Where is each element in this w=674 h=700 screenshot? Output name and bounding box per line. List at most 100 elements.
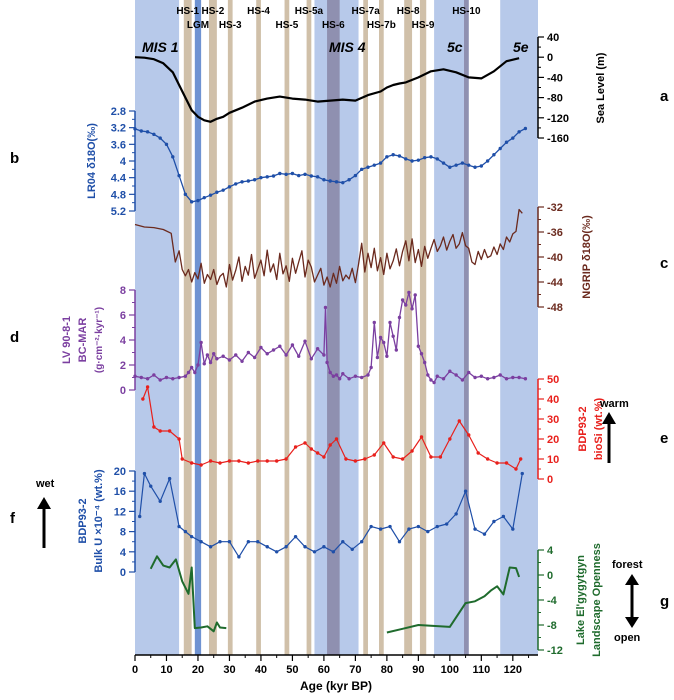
data-point: [426, 373, 430, 377]
data-point: [372, 320, 376, 325]
data-point: [297, 354, 301, 358]
data-point: [394, 348, 399, 352]
data-point: [265, 175, 269, 179]
heinrich-label: HS-4: [247, 6, 270, 17]
series-line: [386, 566, 521, 634]
data-point: [369, 365, 373, 370]
data-point: [196, 198, 200, 203]
data-point: [416, 344, 421, 348]
data-point: [372, 163, 376, 167]
data-point: [315, 347, 320, 351]
data-point: [141, 397, 145, 401]
data-point: [177, 437, 181, 441]
data-point: [303, 441, 307, 445]
data-point: [322, 178, 326, 182]
data-point: [322, 353, 326, 357]
data-point: [284, 457, 288, 461]
data-point: [246, 350, 251, 355]
data-point: [504, 140, 509, 144]
data-point: [359, 375, 364, 380]
data-point: [429, 378, 433, 382]
y-axis-label: LV 90-8-1: [61, 316, 73, 364]
heinrich-label: HS-7a: [351, 6, 380, 17]
data-point: [252, 355, 257, 360]
heinrich-band: [464, 0, 469, 655]
data-point: [432, 380, 436, 385]
data-point: [359, 167, 364, 172]
data-point: [485, 457, 490, 461]
warm-arrowhead-icon: [602, 412, 616, 424]
band-layer: [135, 0, 538, 655]
heinrich-band: [183, 0, 192, 655]
open-arrowhead-icon: [625, 617, 639, 628]
data-point: [476, 451, 480, 455]
data-point: [479, 164, 484, 168]
data-point: [416, 524, 421, 529]
panel-letter-f: f: [10, 510, 16, 527]
heinrich-band: [306, 0, 312, 655]
data-point: [492, 153, 496, 157]
data-point: [454, 163, 458, 167]
lgm-band: [194, 0, 202, 655]
data-point: [397, 154, 402, 158]
data-point: [467, 163, 471, 167]
data-point: [410, 449, 414, 453]
y-tick-label: 3.6: [111, 139, 126, 151]
data-point: [407, 527, 411, 531]
data-point: [334, 180, 339, 184]
y-axis-label: BDP93-2: [577, 406, 589, 451]
y-axis-label: Sea Level (m): [595, 52, 607, 123]
y-tick-label: 12: [114, 506, 126, 518]
data-point: [334, 437, 339, 441]
data-point: [391, 153, 395, 157]
open-label: open: [614, 632, 641, 644]
data-point: [378, 161, 383, 165]
data-point: [212, 352, 216, 356]
data-point: [323, 305, 328, 310]
data-point: [183, 374, 188, 378]
y-tick-label: 8: [120, 285, 126, 297]
data-point: [189, 365, 194, 370]
data-point: [331, 374, 336, 378]
warm-label: warm: [599, 398, 629, 410]
heinrich-label: HS-2: [202, 6, 225, 17]
heinrich-label: HS-5a: [295, 6, 324, 17]
panel-ngrip-axis: -32 -36 -40 -44 -48 NGRIP δ18O(‰): [537, 202, 593, 314]
data-point: [164, 142, 169, 147]
data-point: [388, 320, 392, 325]
data-point: [400, 457, 405, 461]
data-point: [290, 343, 295, 347]
y-axis-label: bioSi (wt.%): [593, 398, 605, 461]
data-point: [391, 334, 395, 338]
stage-band: [135, 0, 180, 655]
data-point: [520, 471, 524, 476]
data-point: [227, 185, 232, 189]
data-point: [378, 527, 383, 531]
y-axis-label: BDP93-2: [77, 498, 89, 543]
y-tick-label: -36: [547, 227, 563, 239]
data-point: [467, 370, 471, 375]
y-tick-label: 0: [120, 567, 126, 579]
data-point: [454, 373, 458, 377]
series-line: [149, 555, 227, 633]
heinrich-label: HS-3: [219, 20, 242, 31]
data-point: [341, 180, 345, 185]
data-point: [495, 461, 499, 465]
series-bcmar: [133, 290, 528, 385]
data-point: [199, 540, 203, 544]
data-point: [177, 524, 181, 529]
data-point: [350, 547, 354, 551]
data-point: [435, 157, 439, 161]
data-point: [378, 335, 383, 340]
series-biosi: [141, 385, 523, 471]
data-point: [189, 461, 194, 465]
data-point: [240, 180, 244, 184]
x-tick-label: 60: [318, 664, 330, 676]
data-point: [274, 459, 279, 463]
data-point: [400, 298, 405, 302]
data-point: [246, 179, 251, 183]
data-point: [473, 165, 477, 169]
data-point: [193, 370, 197, 375]
data-point: [328, 179, 332, 183]
data-point: [460, 161, 465, 165]
